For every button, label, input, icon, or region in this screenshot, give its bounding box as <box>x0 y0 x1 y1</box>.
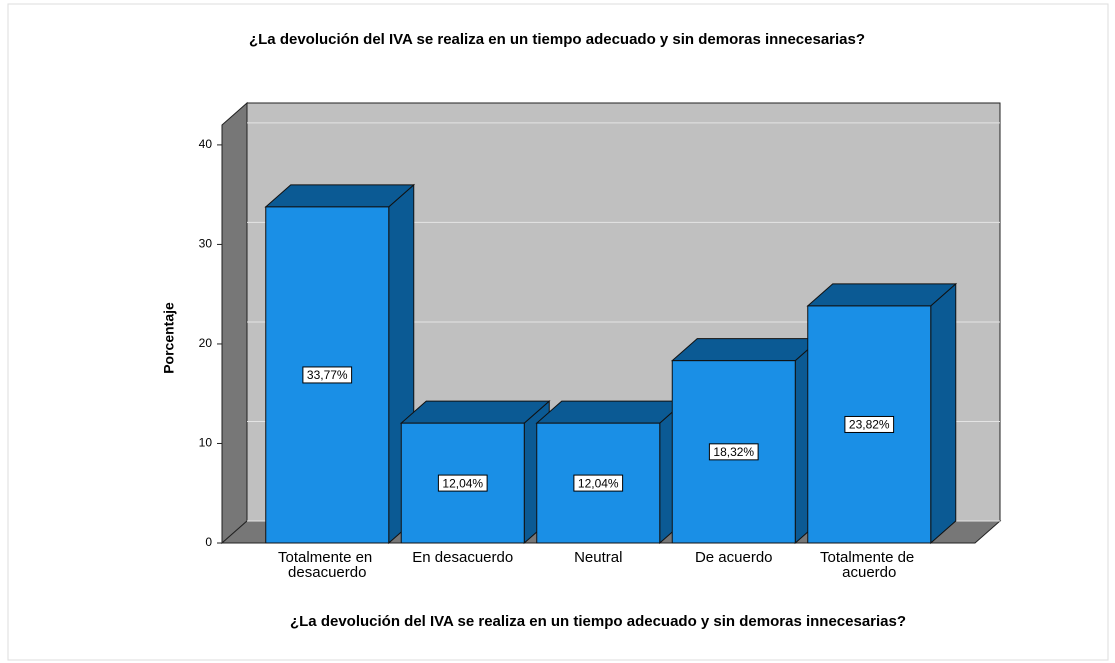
value-label-box <box>573 474 624 492</box>
x-tick-label: Totalmente en desacuerdo <box>278 549 376 581</box>
value-label: 12,04% <box>578 476 619 490</box>
x-tick-label: En desacuerdo <box>412 549 513 566</box>
value-label: 23,82% <box>849 418 890 432</box>
y-tick-label: 40 <box>199 137 213 151</box>
bar-top <box>670 338 822 362</box>
bar-top <box>535 400 687 424</box>
bar-top <box>399 400 551 424</box>
y-tick-label: 0 <box>205 535 212 549</box>
x-tick-label: Totalmente de acuerdo <box>820 549 918 581</box>
bar-top <box>264 184 416 208</box>
value-label: 18,32% <box>713 445 754 459</box>
bar-side <box>930 282 957 545</box>
bar-top <box>806 283 958 307</box>
chart-title: ¿La devolución del IVA se realiza en un … <box>249 31 865 48</box>
value-label-box <box>437 474 488 492</box>
y-axis-label: Porcentaje <box>161 302 177 374</box>
value-label-box <box>844 415 895 433</box>
y-tick-label: 20 <box>199 336 213 350</box>
value-label: 33,77% <box>307 368 348 382</box>
x-tick-label: Neutral <box>574 549 622 566</box>
value-label-box <box>708 443 759 461</box>
y-tick-label: 10 <box>199 436 213 450</box>
x-tick-label: De acuerdo <box>695 549 773 566</box>
x-axis-label: ¿La devolución del IVA se realiza en un … <box>290 613 906 630</box>
value-label: 12,04% <box>442 476 483 490</box>
y-tick-label: 30 <box>199 237 213 251</box>
left-wall <box>221 101 248 545</box>
value-label-box <box>302 366 353 384</box>
